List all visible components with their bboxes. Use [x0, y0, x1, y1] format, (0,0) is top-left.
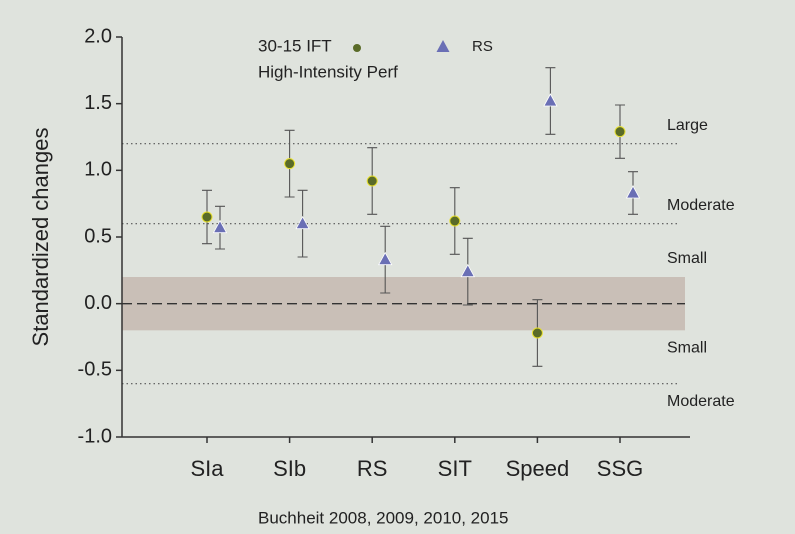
triangle-point	[543, 93, 558, 107]
triangle-point	[295, 215, 310, 230]
y-tick-label: 1.5	[84, 92, 112, 114]
triangle-point	[212, 219, 228, 234]
triangle-point	[625, 185, 641, 199]
x-tick-label: RS	[357, 456, 388, 481]
triangle-point	[460, 263, 475, 278]
annotation-label: Small	[667, 250, 707, 267]
x-tick-label: SSG	[597, 456, 643, 481]
y-tick-label: 1.0	[84, 159, 112, 181]
circle-point	[531, 327, 543, 339]
triangle-point	[378, 251, 393, 266]
annotation-label: Moderate	[667, 197, 735, 214]
footer: Buchheit 2008, 2009, 2010, 2015	[258, 508, 509, 527]
circle-point	[284, 158, 296, 170]
circle-point	[449, 215, 461, 227]
y-tick-label: 0.5	[84, 225, 112, 247]
annotation-label: Small	[667, 340, 707, 357]
x-tick-label: SIT	[438, 456, 472, 481]
circle-point	[614, 126, 626, 138]
annotation-label: Moderate	[667, 393, 735, 410]
legend-marker	[353, 44, 361, 52]
x-tick-label: Speed	[506, 456, 570, 481]
y-tick-label: -0.5	[78, 359, 112, 381]
y-tick-label: 2.0	[84, 25, 112, 47]
y-axis-label: Standardized changes	[28, 128, 53, 347]
circle-point	[366, 175, 378, 187]
y-tick-label: 0.0	[84, 292, 112, 314]
legend-marker	[436, 40, 450, 52]
x-tick-label: SIa	[190, 456, 224, 481]
annotation-label: Large	[667, 117, 708, 134]
x-tick-label: SIb	[273, 456, 306, 481]
y-tick-label: -1.0	[78, 425, 112, 447]
legend-label: RS	[472, 38, 493, 55]
legend-subtitle: High-Intensity Perf	[258, 62, 398, 81]
legend-label: 30-15 IFT	[258, 36, 332, 55]
circle-point	[201, 211, 213, 223]
